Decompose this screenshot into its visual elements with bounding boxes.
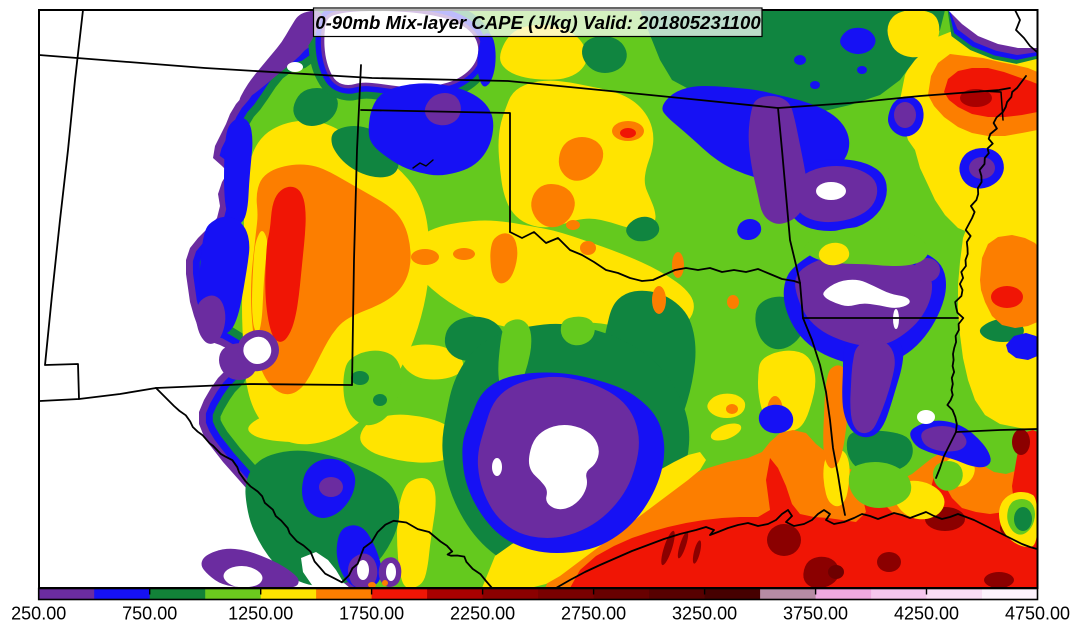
svg-text:250.00: 250.00 <box>11 604 66 624</box>
svg-text:4250.00: 4250.00 <box>894 604 959 624</box>
svg-text:3750.00: 3750.00 <box>783 604 848 624</box>
svg-text:0-90mb Mix-layer CAPE (J/kg) V: 0-90mb Mix-layer CAPE (J/kg) Valid: 2018… <box>315 12 761 33</box>
svg-text:4750.00: 4750.00 <box>1005 604 1070 624</box>
svg-text:1750.00: 1750.00 <box>339 604 404 624</box>
svg-text:2250.00: 2250.00 <box>450 604 515 624</box>
svg-text:750.00: 750.00 <box>122 604 177 624</box>
svg-text:3250.00: 3250.00 <box>672 604 737 624</box>
svg-text:1250.00: 1250.00 <box>228 604 293 624</box>
svg-text:2750.00: 2750.00 <box>561 604 626 624</box>
